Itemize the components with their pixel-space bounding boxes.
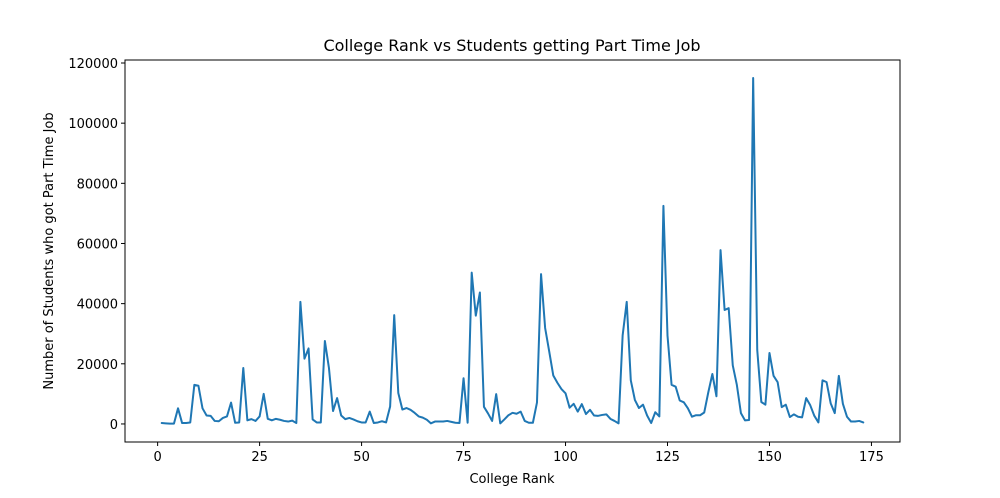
line-layer: [160, 77, 865, 425]
x-tick-label: 175: [859, 450, 884, 465]
y-axis-title: Number of Students who got Part Time Job: [42, 112, 57, 389]
plot-area: [124, 59, 901, 443]
series-line: [160, 77, 865, 425]
x-tick-label: 50: [353, 450, 370, 465]
y-tick-label: 120000: [68, 57, 118, 72]
y-tick-label: 100000: [68, 117, 118, 132]
y-tick-label: 20000: [77, 358, 118, 373]
plot-frame: [124, 59, 901, 443]
x-tick-label: 100: [553, 450, 578, 465]
x-tick-label: 125: [655, 450, 680, 465]
x-tick-label: 75: [455, 450, 472, 465]
chart-title: College Rank vs Students getting Part Ti…: [323, 36, 700, 55]
y-axis: 0 20000 40000 60000 80000 100000 120000: [68, 57, 125, 433]
x-tick-label: 25: [251, 450, 268, 465]
x-axis: 0 25 50 75 100 125 150 175: [153, 442, 884, 465]
x-tick-label: 0: [153, 450, 161, 465]
y-tick-label: 80000: [77, 177, 118, 192]
x-axis-title: College Rank: [469, 472, 555, 487]
x-tick-label: 150: [757, 450, 782, 465]
y-tick-label: 60000: [77, 237, 118, 252]
y-tick-label: 0: [110, 418, 118, 433]
y-tick-label: 40000: [77, 298, 118, 313]
